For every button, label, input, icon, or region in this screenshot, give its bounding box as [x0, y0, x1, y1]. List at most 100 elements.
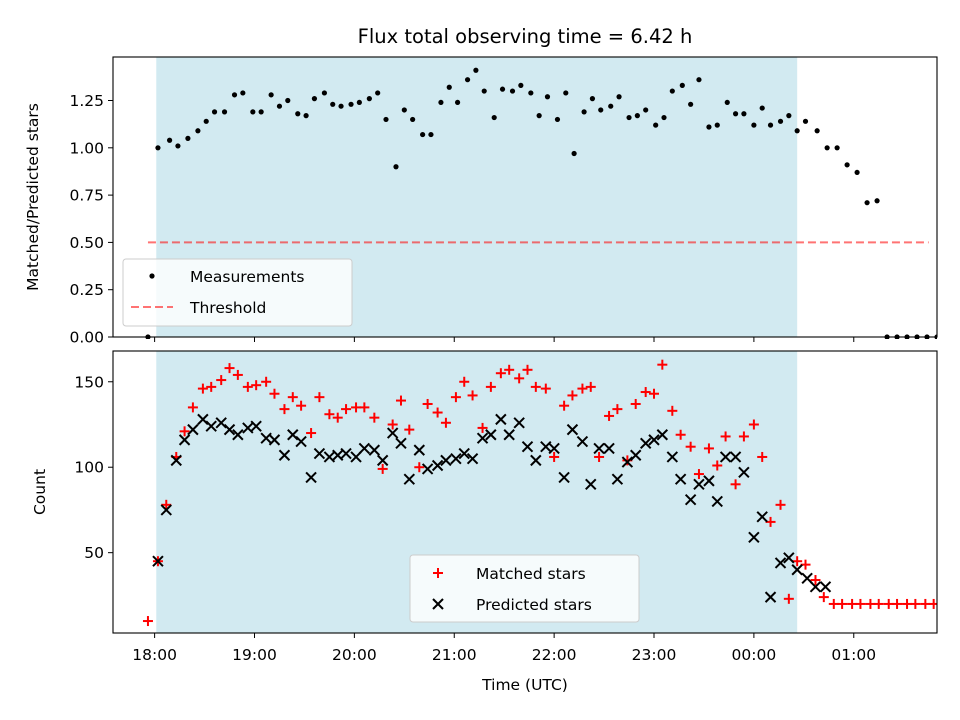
matched-star-point [792, 556, 803, 567]
matched-star-point [377, 463, 388, 474]
predicted-star-point [684, 493, 697, 506]
predicted-star-point [187, 423, 199, 436]
legend-label: Measurements [190, 268, 305, 286]
predicted-star-point [466, 452, 479, 465]
predicted-star-point [764, 591, 777, 603]
matched-star-point [261, 376, 272, 387]
plot-area [142, 359, 937, 627]
y-tick-label: 0.50 [69, 234, 104, 252]
predicted-star-point [495, 413, 507, 426]
measurement-point [393, 164, 399, 170]
predicted-star-point [305, 471, 317, 484]
predicted-star-point [152, 555, 164, 567]
predicted-star-point [242, 422, 254, 434]
matched-star-point [459, 376, 470, 387]
matched-star-point [206, 381, 217, 392]
y-tick-label: 50 [84, 544, 104, 562]
predicted-star-point [350, 451, 362, 463]
predicted-star-point [358, 442, 371, 455]
matched-star-point [216, 375, 227, 386]
measurement-point [563, 90, 569, 96]
measurement-point [688, 101, 694, 107]
measurement-point [544, 94, 551, 100]
matched-star-point [477, 422, 488, 433]
predicted-star-point [748, 531, 760, 543]
legend-box [409, 554, 640, 623]
measurement-point [330, 101, 336, 107]
matched-star-point [567, 390, 578, 401]
predicted-star-point [450, 452, 462, 465]
matched-star-point [649, 388, 660, 399]
predicted-star-point [205, 420, 217, 432]
predicted-star-point [656, 429, 669, 441]
matched-star-point [242, 381, 253, 392]
predicted-star-point [791, 564, 803, 576]
x-tick-label: 00:00 [732, 646, 777, 664]
measurement-point [240, 90, 246, 96]
matched-star-point [359, 402, 370, 413]
predicted-star-point [611, 473, 624, 485]
matched-star-point [251, 380, 262, 391]
matched-star-point [577, 383, 588, 394]
matched-star-point [314, 392, 325, 403]
matched-star-point [522, 364, 533, 375]
matched-star-point [712, 460, 723, 471]
predicted-star-point [540, 441, 552, 453]
predicted-star-point [431, 459, 444, 472]
matched-star-point [142, 616, 153, 627]
matched-star-point [757, 451, 768, 462]
predicted-star-point [178, 434, 191, 446]
measurement-point [643, 107, 649, 113]
predicted-star-point [530, 454, 542, 467]
measurement-point [834, 145, 840, 151]
measurement-point [802, 118, 809, 124]
x-tick-label: 22:00 [532, 646, 577, 664]
matched-star-point [540, 383, 551, 394]
predicted-star-point [215, 417, 227, 429]
matched-star-point [224, 363, 235, 374]
matched-star-point [775, 499, 786, 510]
predicted-star-point [666, 451, 679, 463]
predicted-star-point [648, 434, 660, 446]
predicted-star-point [313, 447, 326, 460]
matched-star-point [892, 598, 903, 609]
x-tick-label: 20:00 [332, 646, 377, 664]
predicted-star-point [521, 441, 534, 453]
matched-star-point [161, 499, 172, 510]
predicted-star-point [403, 473, 416, 485]
matched-star-point [232, 369, 243, 380]
x-tick-label: 18:00 [132, 646, 177, 664]
x-tick-label: 21:00 [432, 646, 477, 664]
predicted-star-point [458, 447, 470, 460]
matched-star-point [440, 417, 451, 428]
matched-star-point [269, 388, 280, 399]
matched-star-point [514, 373, 525, 384]
x-axis-label: Time (UTC) [481, 676, 568, 694]
measurement-point [874, 198, 880, 204]
matched-star-point [495, 368, 506, 379]
measurement-point [732, 111, 739, 117]
legend-label: Predicted stars [476, 596, 592, 614]
measurement-point [285, 97, 291, 104]
matched-star-point [604, 410, 615, 421]
predicted-star-point [295, 435, 307, 448]
measurement-point [356, 99, 362, 106]
predicted-star-point [621, 456, 634, 468]
measurement-point [616, 94, 622, 100]
predicted-star-point [268, 434, 281, 446]
measurement-point [420, 131, 426, 138]
measurement-point [724, 99, 730, 106]
y-tick-label: 0.25 [69, 281, 104, 299]
predicted-star-point [421, 463, 434, 475]
matched-star-point [594, 451, 605, 462]
predicted-star-point [801, 572, 813, 585]
measurement-point [258, 109, 264, 115]
measurement-point [375, 90, 381, 96]
measurement-point [454, 99, 461, 106]
predicted-star-point [774, 557, 787, 569]
measurement-point [250, 109, 256, 115]
matched-star-point [279, 404, 290, 415]
predicted-star-point [170, 454, 182, 467]
measurement-point [491, 114, 497, 121]
predicted-star-point [558, 471, 570, 484]
